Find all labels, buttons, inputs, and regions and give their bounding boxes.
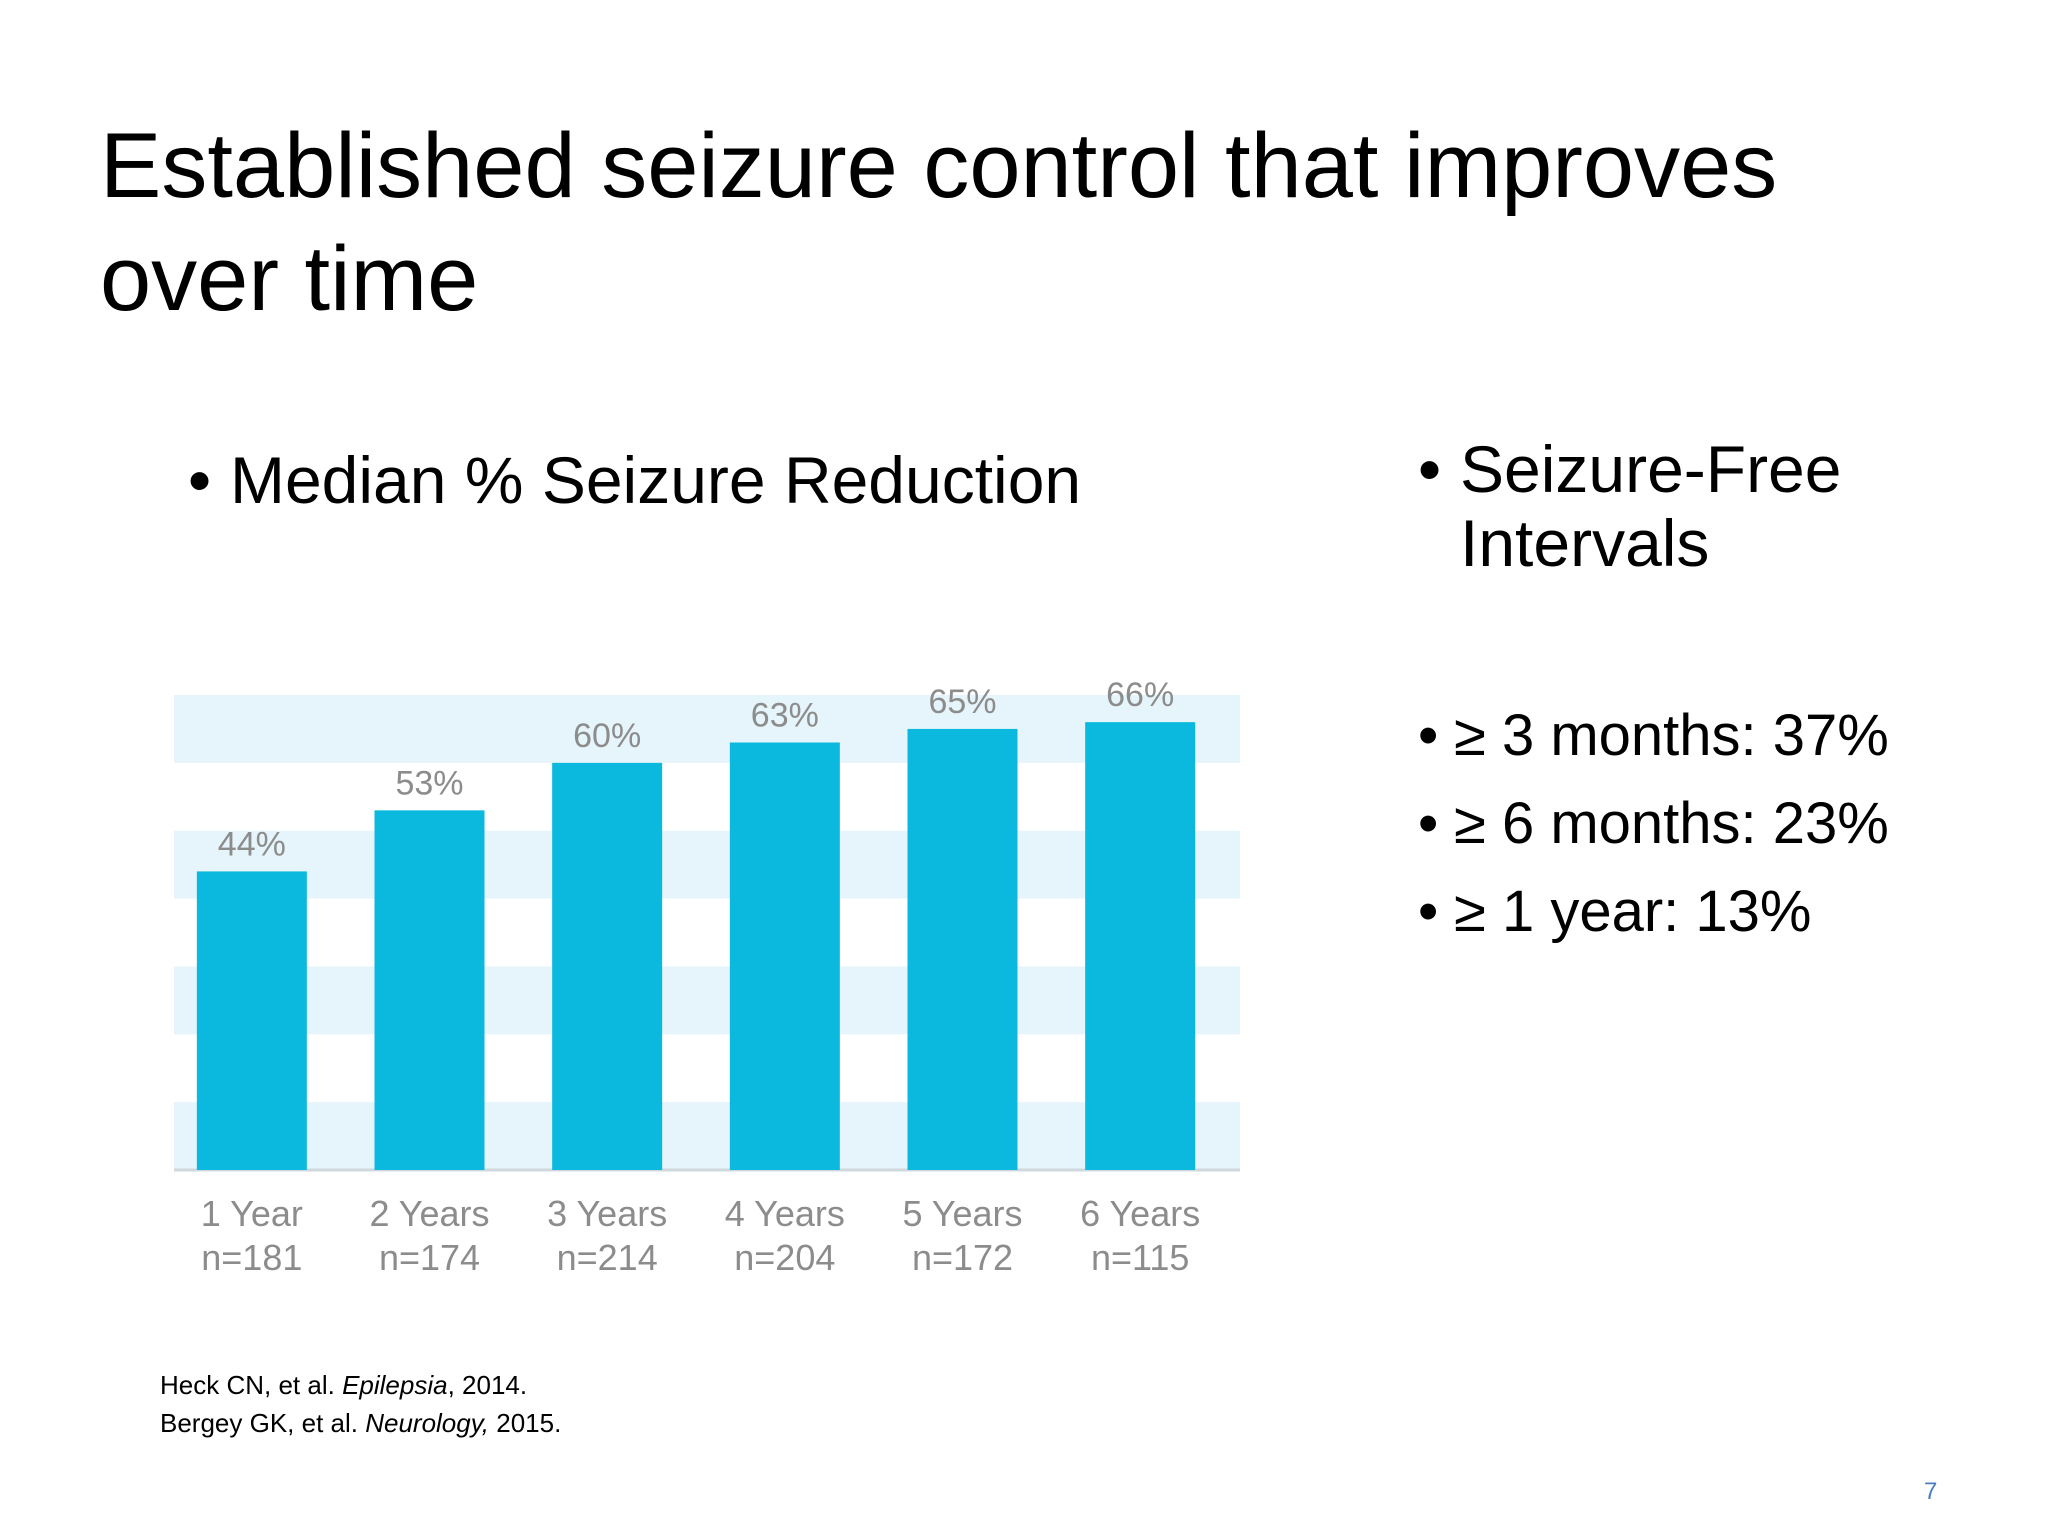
seizure-free-heading: • Seizure-Free Intervals <box>1418 432 2018 580</box>
x-tick-label: 6 Years <box>1080 1193 1200 1234</box>
sample-size-label: n=181 <box>201 1237 302 1278</box>
grid-band <box>174 695 1240 763</box>
list-item: • ≥ 6 months: 23% <box>1418 780 2018 868</box>
bar <box>907 728 1018 1170</box>
data-label: 53% <box>395 764 463 802</box>
bar <box>1085 722 1196 1170</box>
data-label: 44% <box>218 825 286 863</box>
data-label: 60% <box>573 717 641 755</box>
sample-size-label: n=115 <box>1091 1237 1189 1278</box>
bullet-icon: • <box>188 443 212 517</box>
interval-text: ≥ 1 year: 13% <box>1454 879 1812 944</box>
seizure-free-heading-text: Seizure-Free Intervals <box>1460 432 1842 580</box>
grid-band <box>174 1102 1240 1170</box>
interval-list: • ≥ 3 months: 37% • ≥ 6 months: 23% • ≥ … <box>1418 692 2018 956</box>
chart-heading: • Median % Seizure Reduction <box>188 440 1081 520</box>
grid-band <box>174 966 1240 1035</box>
data-label: 65% <box>928 683 996 721</box>
bullet-icon: • <box>1418 879 1439 944</box>
interval-text: ≥ 3 months: 37% <box>1454 703 1889 768</box>
bullet-icon: • <box>1418 791 1439 856</box>
page-number: 7 <box>1924 1478 1938 1505</box>
slide-title: Established seizure control that improve… <box>100 115 1778 330</box>
interval-text: ≥ 6 months: 23% <box>1454 791 1889 856</box>
sample-size-label: n=204 <box>734 1237 835 1278</box>
sample-size-label: n=214 <box>557 1237 658 1278</box>
bar <box>196 871 307 1170</box>
sample-size-label: n=172 <box>912 1237 1013 1278</box>
grid-band <box>174 830 1240 899</box>
x-tick-label: 2 Years <box>369 1193 489 1234</box>
list-item: • ≥ 3 months: 37% <box>1418 692 2018 780</box>
x-tick-label: 5 Years <box>902 1193 1022 1234</box>
bar <box>374 810 485 1170</box>
chart-heading-text: Median % Seizure Reduction <box>230 443 1082 517</box>
sample-size-label: n=174 <box>379 1237 480 1278</box>
x-tick-label: 3 Years <box>547 1193 667 1234</box>
bullet-icon: • <box>1418 432 1442 506</box>
bar <box>729 742 840 1170</box>
seizure-free-panel: • Seizure-Free Intervals • ≥ 3 months: 3… <box>1418 432 2018 956</box>
citation: Bergey GK, et al. Neurology, 2015. <box>160 1408 562 1438</box>
data-label: 63% <box>751 697 819 735</box>
x-tick-label: 1 Year <box>201 1193 303 1234</box>
data-label: 66% <box>1106 680 1174 714</box>
list-item: • ≥ 1 year: 13% <box>1418 868 2018 956</box>
bar <box>552 762 663 1170</box>
x-tick-label: 4 Years <box>725 1193 845 1234</box>
citation: Heck CN, et al. Epilepsia, 2014. <box>160 1370 528 1400</box>
citations: Heck CN, et al. Epilepsia, 2014. Bergey … <box>160 1366 561 1442</box>
bullet-icon: • <box>1418 703 1439 768</box>
